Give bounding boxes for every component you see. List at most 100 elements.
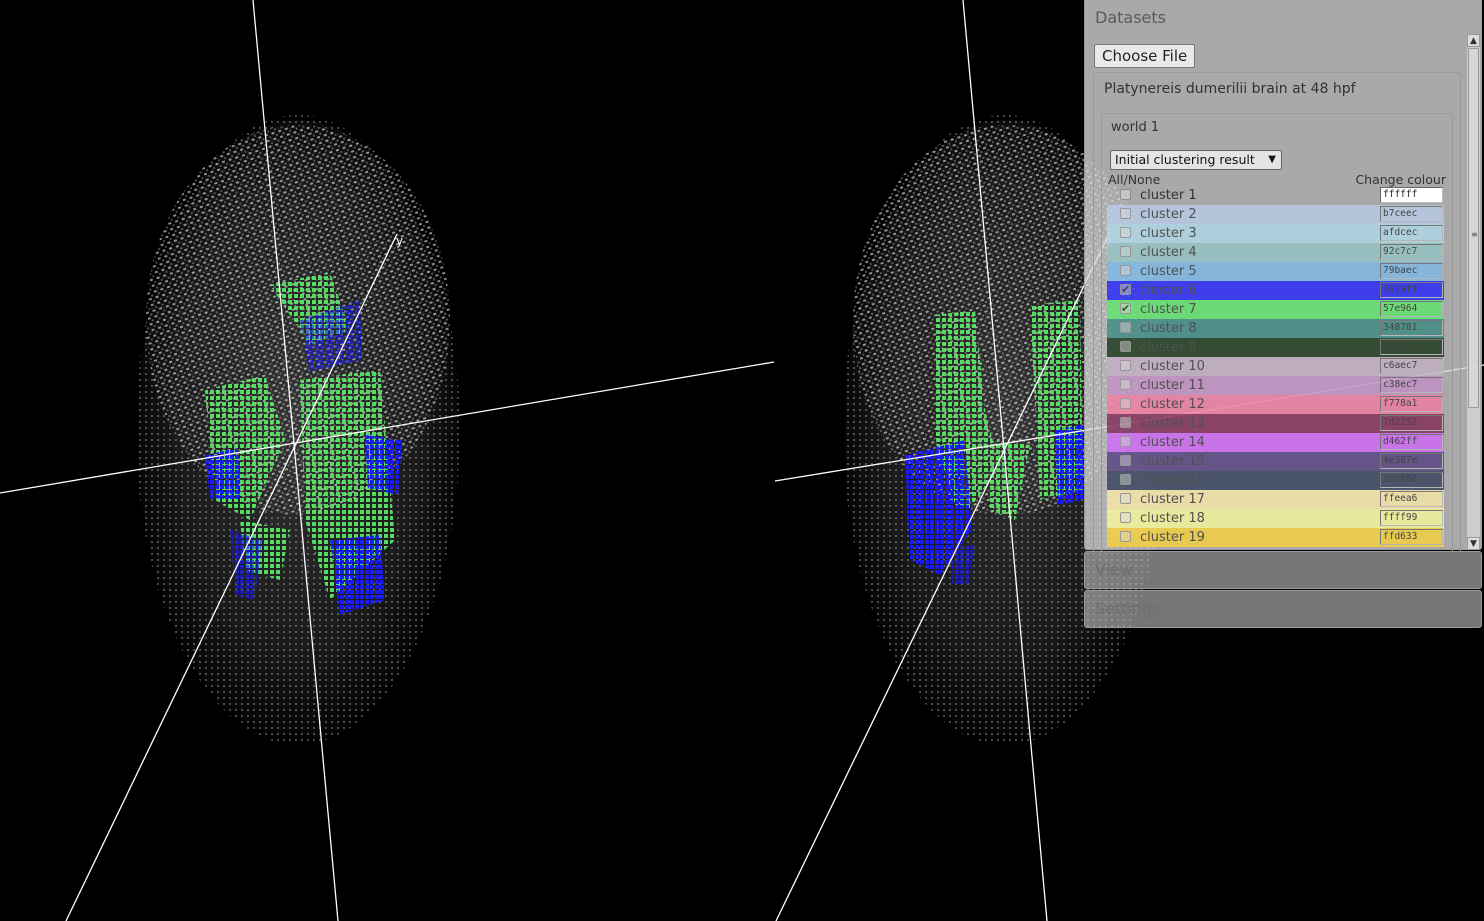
cluster-row: cluster 1 ffffff — [1107, 186, 1444, 205]
cluster-checkbox[interactable]: ✔ — [1120, 302, 1131, 315]
cluster-6-voxels-left — [205, 300, 402, 615]
cluster-checkbox[interactable] — [1120, 398, 1131, 409]
view-panel-title[interactable]: View — [1095, 560, 1133, 579]
cluster-checkbox[interactable] — [1120, 341, 1131, 352]
cluster-colour-input[interactable]: c6aec7 — [1380, 358, 1443, 374]
cluster-checkbox[interactable] — [1120, 322, 1131, 333]
cluster-list: cluster 1 ffffff cluster 2 b7ceec cluster 3 a… — [1107, 186, 1447, 552]
scrollbar-grip-icon: ≡ — [1471, 230, 1478, 239]
all-none-toggle[interactable]: All/None — [1108, 172, 1161, 187]
change-colour-header: Change colour — [1355, 172, 1446, 187]
cluster-colour-input[interactable]: 7d2252 — [1380, 415, 1443, 431]
cluster-row: cluster 3 afdcec — [1107, 224, 1444, 243]
cluster-row: ✔ cluster 7 57e964 — [1107, 300, 1444, 319]
cluster-checkbox[interactable] — [1120, 246, 1131, 257]
cluster-colour-input[interactable]: 92c7c7 — [1380, 244, 1443, 260]
cluster-row: cluster 2 b7ceec — [1107, 205, 1444, 224]
cluster-name: cluster 12 — [1140, 397, 1205, 412]
cluster-row: cluster 18 ffff99 — [1107, 509, 1444, 528]
cluster-name: cluster 6 — [1140, 283, 1197, 298]
cluster-colour-input[interactable]: b7ceec — [1380, 206, 1443, 222]
cluster-colour-input[interactable]: afdcec — [1380, 225, 1443, 241]
cluster-checkbox[interactable] — [1120, 512, 1131, 523]
clustering-select[interactable]: Initial clustering result ▼ — [1110, 150, 1282, 170]
scroll-down-icon[interactable]: ▼ — [1467, 537, 1480, 550]
cluster-colour-input[interactable]: c38ec7 — [1380, 377, 1443, 393]
cluster-colour-input[interactable]: 79baec — [1380, 263, 1443, 279]
cluster-row: cluster 8 348781 — [1107, 319, 1444, 338]
datasets-panel-title[interactable]: Datasets — [1095, 8, 1166, 27]
cluster-colour-input[interactable]: ffd633 — [1380, 529, 1443, 545]
cluster-name: cluster 4 — [1140, 245, 1197, 260]
cluster-colour-input[interactable]: d462ff — [1380, 434, 1443, 450]
cluster-row: cluster 15 4e387e — [1107, 452, 1444, 471]
clustering-select-value: Initial clustering result — [1115, 152, 1255, 167]
cluster-row: cluster 5 79baec — [1107, 262, 1444, 281]
cluster-checkbox[interactable] — [1120, 379, 1131, 390]
cluster-6-voxels-right — [905, 425, 1083, 585]
cluster-colour-input[interactable]: 57e964 — [1380, 301, 1443, 317]
world-name: world 1 — [1111, 120, 1160, 135]
cluster-name: cluster 5 — [1140, 264, 1197, 279]
cluster-checkbox[interactable] — [1120, 208, 1131, 219]
cluster-name: cluster 15 — [1140, 454, 1205, 469]
cluster-row: ✔ cluster 6 1919ff — [1107, 281, 1444, 300]
cluster-name: cluster 10 — [1140, 359, 1205, 374]
cluster-name: cluster 13 — [1140, 416, 1205, 431]
dataset-name: Platynereis dumerilii brain at 48 hpf — [1104, 81, 1356, 97]
scrollbar-thumb[interactable]: ≡ — [1468, 48, 1479, 408]
cluster-colour-input[interactable]: 348781 — [1380, 320, 1443, 336]
cluster-row: cluster 9 0c2d0c — [1107, 338, 1444, 357]
cluster-name: cluster 19 — [1140, 530, 1205, 545]
cluster-colour-input[interactable]: f778a1 — [1380, 396, 1443, 412]
cluster-checkbox[interactable] — [1120, 493, 1131, 504]
cluster-checkbox[interactable] — [1120, 436, 1131, 447]
cluster-name: cluster 3 — [1140, 226, 1197, 241]
datasets-scrollbar[interactable]: ▲ ≡ ▼ — [1466, 34, 1480, 550]
cluster-checkbox[interactable] — [1120, 417, 1131, 428]
axes-left — [0, 0, 775, 921]
cluster-checkbox[interactable] — [1120, 531, 1131, 542]
dropdown-arrow-icon: ▼ — [1268, 154, 1276, 165]
datasets-panel: Datasets Choose File Platynereis dumeril… — [1084, 0, 1482, 552]
cluster-colour-input[interactable]: 4e387e — [1380, 453, 1443, 469]
cluster-name: cluster 1 — [1140, 188, 1197, 203]
cluster-checkbox[interactable] — [1120, 455, 1131, 466]
cluster-colour-input[interactable]: 0c2d0c — [1380, 339, 1443, 355]
cluster-checkbox[interactable] — [1120, 227, 1131, 238]
left-eye-render: y — [0, 0, 775, 921]
cluster-checkbox[interactable] — [1120, 360, 1131, 371]
cluster-colour-input[interactable]: ffeea6 — [1380, 491, 1443, 507]
cluster-row: cluster 16 2b3856 — [1107, 471, 1444, 490]
cluster-row: cluster 11 c38ec7 — [1107, 376, 1444, 395]
cluster-colour-input[interactable]: 2b3856 — [1380, 472, 1443, 488]
y-axis-label-left: y — [396, 234, 403, 248]
cluster-name: cluster 16 — [1140, 473, 1205, 488]
cluster-checkbox[interactable]: ✔ — [1120, 283, 1131, 296]
cluster-row: cluster 10 c6aec7 — [1107, 357, 1444, 376]
cluster-row: cluster 12 f778a1 — [1107, 395, 1444, 414]
cluster-name: cluster 7 — [1140, 302, 1197, 317]
cluster-colour-input[interactable]: ffffff — [1380, 187, 1443, 203]
cluster-name: cluster 11 — [1140, 378, 1205, 393]
cluster-checkbox[interactable] — [1120, 189, 1131, 200]
cluster-row: cluster 14 d462ff — [1107, 433, 1444, 452]
settings-panel-title[interactable]: Settings — [1095, 599, 1161, 618]
cluster-name: cluster 8 — [1140, 321, 1197, 336]
cluster-name: cluster 18 — [1140, 511, 1205, 526]
cluster-name: cluster 14 — [1140, 435, 1205, 450]
cluster-name: cluster 9 — [1140, 340, 1197, 355]
view-panel[interactable]: View — [1084, 551, 1482, 589]
settings-panel[interactable]: Settings — [1084, 590, 1482, 628]
cluster-row: cluster 17 ffeea6 — [1107, 490, 1444, 509]
cluster-row: cluster 4 92c7c7 — [1107, 243, 1444, 262]
cluster-row: cluster 19 ffd633 — [1107, 528, 1444, 547]
cluster-colour-input[interactable]: 1919ff — [1380, 282, 1443, 298]
cluster-checkbox[interactable] — [1120, 474, 1131, 485]
cluster-row: cluster 13 7d2252 — [1107, 414, 1444, 433]
cluster-name: cluster 17 — [1140, 492, 1205, 507]
choose-file-button[interactable]: Choose File — [1094, 44, 1196, 68]
scroll-up-icon[interactable]: ▲ — [1467, 34, 1480, 47]
cluster-colour-input[interactable]: ffff99 — [1380, 510, 1443, 526]
cluster-checkbox[interactable] — [1120, 265, 1131, 276]
